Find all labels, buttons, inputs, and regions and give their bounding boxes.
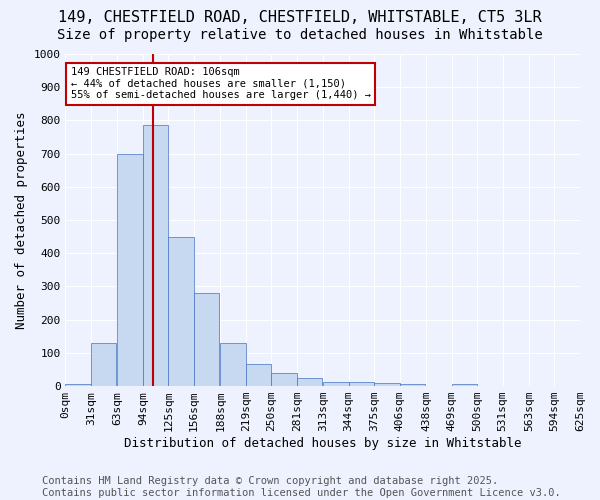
Text: Contains HM Land Registry data © Crown copyright and database right 2025.
Contai: Contains HM Land Registry data © Crown c…: [42, 476, 561, 498]
Bar: [143, 126, 169, 386]
Bar: [400, 384, 425, 386]
X-axis label: Distribution of detached houses by size in Whitstable: Distribution of detached houses by size …: [124, 437, 521, 450]
Bar: [65, 384, 91, 386]
Bar: [246, 364, 271, 386]
Bar: [169, 236, 194, 386]
Bar: [297, 378, 322, 386]
Y-axis label: Number of detached properties: Number of detached properties: [15, 112, 28, 329]
Bar: [374, 383, 400, 386]
Bar: [194, 293, 220, 386]
Text: 149, CHESTFIELD ROAD, CHESTFIELD, WHITSTABLE, CT5 3LR: 149, CHESTFIELD ROAD, CHESTFIELD, WHITST…: [58, 10, 542, 25]
Bar: [452, 384, 477, 386]
Bar: [271, 374, 297, 386]
Bar: [91, 343, 116, 386]
Text: Size of property relative to detached houses in Whitstable: Size of property relative to detached ho…: [57, 28, 543, 42]
Text: 149 CHESTFIELD ROAD: 106sqm
← 44% of detached houses are smaller (1,150)
55% of : 149 CHESTFIELD ROAD: 106sqm ← 44% of det…: [71, 68, 371, 100]
Bar: [117, 154, 143, 386]
Bar: [220, 343, 246, 386]
Bar: [323, 382, 349, 386]
Bar: [349, 382, 374, 386]
